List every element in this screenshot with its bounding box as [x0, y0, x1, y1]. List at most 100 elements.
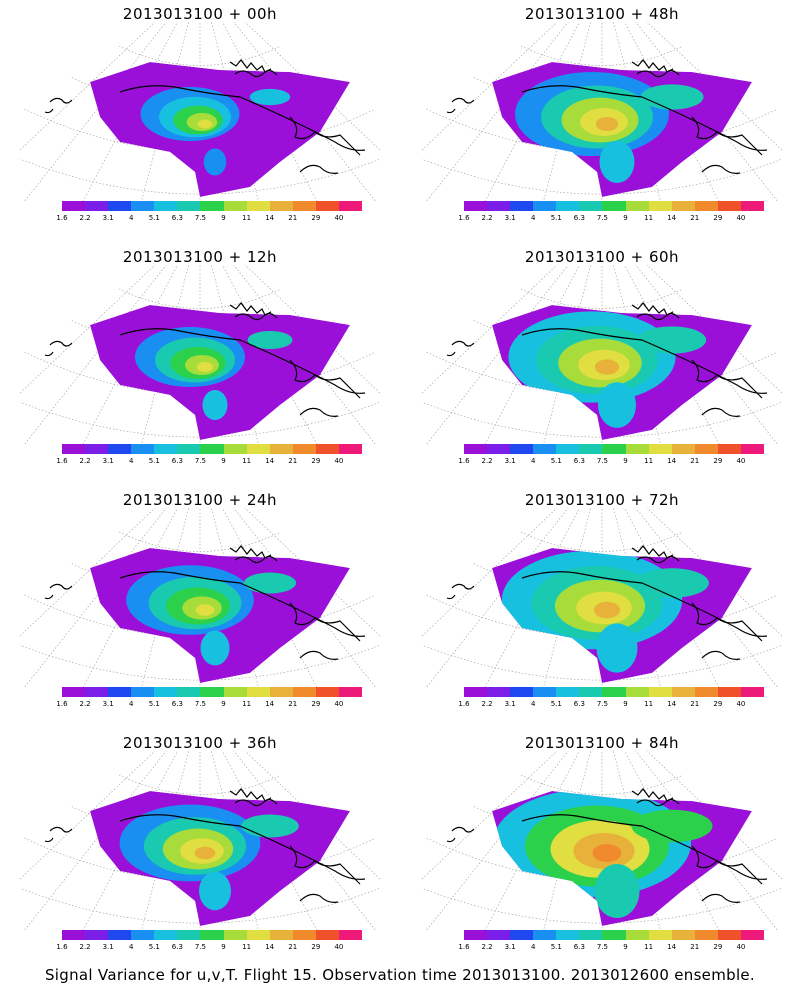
colorbar-tick-label: 11: [242, 457, 252, 465]
colorbar-segment: [200, 930, 224, 940]
panel-title: 2013013100 + 60h: [524, 248, 680, 266]
colorbar-segment: [740, 687, 765, 697]
colorbar-segment: [154, 687, 178, 697]
colorbar-tick-label: 7.5: [596, 700, 609, 708]
colorbar-tick-label: 3.1: [102, 943, 114, 951]
colorbar-tick-label: 29: [311, 214, 321, 222]
colorbar-tick-label: 40: [334, 700, 344, 708]
colorbar-segment: [246, 201, 270, 211]
map-panel: 2013013100 + 36h 1.6 2.2 3.1 4 5.1 6.3 7.5 9 11 14…: [20, 729, 380, 969]
colorbar-tick-label: 5.1: [148, 943, 160, 951]
colorbar-tick-label: 29: [311, 457, 321, 465]
panel-title: 2013013100 + 72h: [524, 491, 680, 509]
colorbar-segment: [85, 930, 109, 940]
variance-field: [90, 791, 350, 926]
colorbar-segment: [464, 687, 488, 697]
colorbar-tick-label: 4: [128, 700, 134, 708]
colorbar-segment: [177, 444, 201, 454]
colorbar-segment: [602, 930, 626, 940]
colorbar-tick-label: 11: [242, 943, 252, 951]
colorbar: [464, 687, 765, 697]
colorbar-tick-label: 9: [623, 214, 628, 222]
coastline: [44, 788, 366, 903]
colorbar-tick-label: 14: [667, 943, 677, 951]
colorbar-segment: [579, 201, 603, 211]
colorbar: [62, 444, 363, 454]
colorbar-tick-label: 4: [128, 457, 134, 465]
colorbar-tick-label: 21: [690, 700, 700, 708]
colorbar-segment: [177, 201, 201, 211]
colorbar-tick-label: 1.6: [56, 700, 68, 708]
map-panel: 2013013100 + 72h 1.6 2.2 3.1 4 5.1 6.3 7.5 9 11 14…: [422, 486, 782, 726]
colorbar-tick-label: 21: [288, 700, 298, 708]
colorbar-tick-label: 6.3: [171, 943, 183, 951]
polar-map: [422, 265, 782, 445]
colorbar-tick-label: 5.1: [550, 457, 562, 465]
colorbar-segment: [131, 444, 155, 454]
colorbar-tick-label: 21: [690, 214, 700, 222]
colorbar-segment: [510, 201, 534, 211]
colorbar-tick-label: 5.1: [550, 700, 562, 708]
colorbar-segment: [487, 687, 511, 697]
colorbar-tick-label: 4: [128, 943, 134, 951]
colorbar-tick-label: 6.3: [171, 214, 183, 222]
colorbar-tick-label: 1.6: [56, 457, 68, 465]
coastline: [446, 302, 768, 417]
colorbar-segment: [315, 444, 339, 454]
colorbar-segment: [671, 930, 695, 940]
colorbar-segment: [269, 930, 293, 940]
colorbar-tick-label: 29: [311, 700, 321, 708]
colorbar-tick-label: 29: [713, 700, 723, 708]
variance-field: [492, 791, 752, 926]
colorbar-segment: [625, 930, 649, 940]
colorbar-tick-label: 29: [713, 943, 723, 951]
colorbar: [464, 930, 765, 940]
variance-field: [90, 548, 350, 683]
colorbar-segment: [625, 444, 649, 454]
colorbar-tick-label: 9: [623, 943, 628, 951]
colorbar-tick-label: 9: [221, 214, 226, 222]
variance-field: [90, 62, 350, 197]
colorbar-segment: [464, 201, 488, 211]
colorbar-tick-label: 3.1: [504, 700, 516, 708]
colorbar-tick-label: 14: [265, 943, 275, 951]
colorbar-segment: [223, 930, 247, 940]
colorbar-tick-label: 40: [736, 700, 746, 708]
colorbar-segment: [338, 687, 363, 697]
colorbar-segment: [487, 201, 511, 211]
variance-field: [492, 62, 752, 197]
colorbar-segment: [200, 444, 224, 454]
colorbar-segment: [533, 201, 557, 211]
colorbar-tick-label: 7.5: [596, 943, 609, 951]
colorbar-tick-label: 7.5: [596, 214, 609, 222]
colorbar-segment: [602, 201, 626, 211]
colorbar-segment: [556, 930, 580, 940]
colorbar-tick-label: 40: [736, 943, 746, 951]
colorbar-tick-label: 14: [265, 457, 275, 465]
colorbar-tick-label: 5.1: [148, 700, 160, 708]
colorbar-tick-label: 1.6: [458, 457, 470, 465]
colorbar-segment: [556, 444, 580, 454]
colorbar-segment: [292, 444, 316, 454]
colorbar-segment: [602, 444, 626, 454]
colorbar-segment: [292, 930, 316, 940]
colorbar-segment: [740, 930, 765, 940]
map-panel: 2013013100 + 60h 1.6 2.2 3.1 4 5.1 6.3 7.5 9 11 14…: [422, 243, 782, 483]
colorbar-tick-label: 7.5: [194, 214, 207, 222]
colorbar-segment: [108, 201, 132, 211]
colorbar-segment: [717, 930, 741, 940]
polar-map: [20, 265, 380, 445]
colorbar-tick-label: 40: [334, 943, 344, 951]
colorbar-segment: [510, 930, 534, 940]
polar-map: [422, 751, 782, 931]
polar-map: [20, 751, 380, 931]
colorbar-segment: [464, 930, 488, 940]
colorbar-segment: [625, 687, 649, 697]
panel-title: 2013013100 + 48h: [524, 5, 680, 23]
colorbar-tick-label: 4: [128, 214, 134, 222]
colorbar-tick-label: 5.1: [148, 214, 160, 222]
panel-title: 2013013100 + 24h: [122, 491, 278, 509]
colorbar-segment: [625, 201, 649, 211]
colorbar-tick-label: 2.2: [481, 214, 493, 222]
colorbar-segment: [338, 201, 363, 211]
